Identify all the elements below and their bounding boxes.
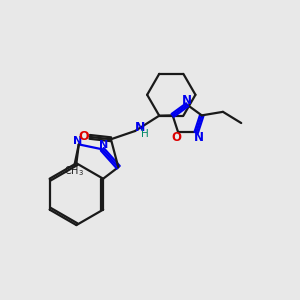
Text: O: O <box>171 131 182 144</box>
Text: N: N <box>98 140 108 151</box>
Text: N: N <box>135 121 146 134</box>
Text: H: H <box>141 129 148 139</box>
Text: O: O <box>79 130 89 143</box>
Text: N: N <box>182 94 192 106</box>
Text: N: N <box>194 131 204 144</box>
Text: N: N <box>73 136 82 146</box>
Text: CH$_3$: CH$_3$ <box>64 165 84 178</box>
